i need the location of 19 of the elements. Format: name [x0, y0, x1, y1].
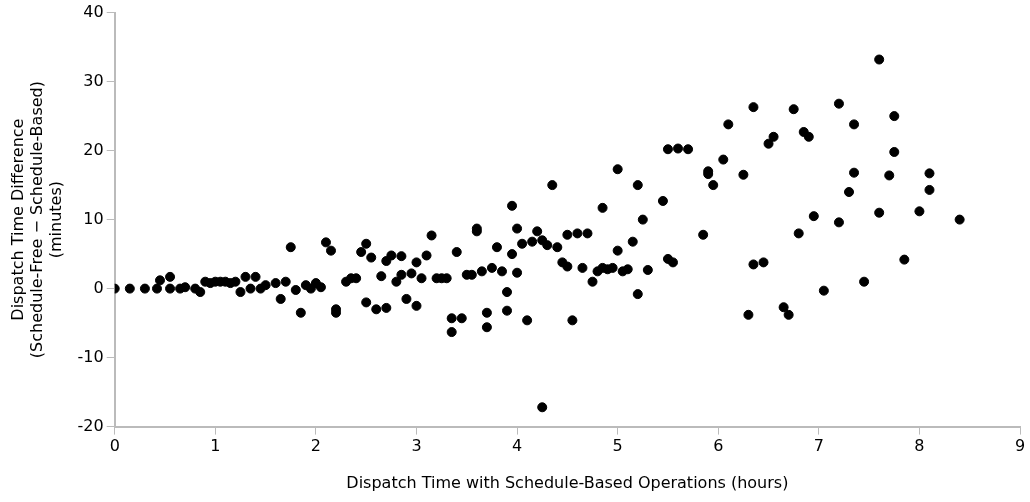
y-axis-title: Dispatch Time Difference (Schedule-Free − Schedule-Based) (minutes) [7, 81, 66, 359]
y-tick-label: -10 [77, 346, 104, 366]
x-tick-label: 5 [612, 436, 623, 456]
y-tick-label: 40 [83, 1, 104, 21]
x-tick-label: 2 [310, 436, 321, 456]
y-tick-label: 0 [93, 277, 104, 297]
x-tick-label: 6 [713, 436, 724, 456]
x-tick-label: 8 [914, 436, 925, 456]
y-tick-label: -20 [77, 415, 104, 435]
y-tick-label: 30 [83, 70, 104, 90]
x-tick-label: 9 [1014, 436, 1026, 456]
x-tick-label: 0 [109, 436, 120, 456]
y-tick-label: 20 [83, 139, 104, 159]
x-tick-label: 1 [210, 436, 221, 456]
x-tick-label: 4 [511, 436, 523, 456]
x-tick-label: 3 [411, 436, 422, 456]
x-tick-label: 7 [813, 436, 824, 456]
x-axis-title: Dispatch Time with Schedule-Based Operations (hours) [346, 472, 789, 492]
y-tick-label: 10 [83, 208, 104, 228]
